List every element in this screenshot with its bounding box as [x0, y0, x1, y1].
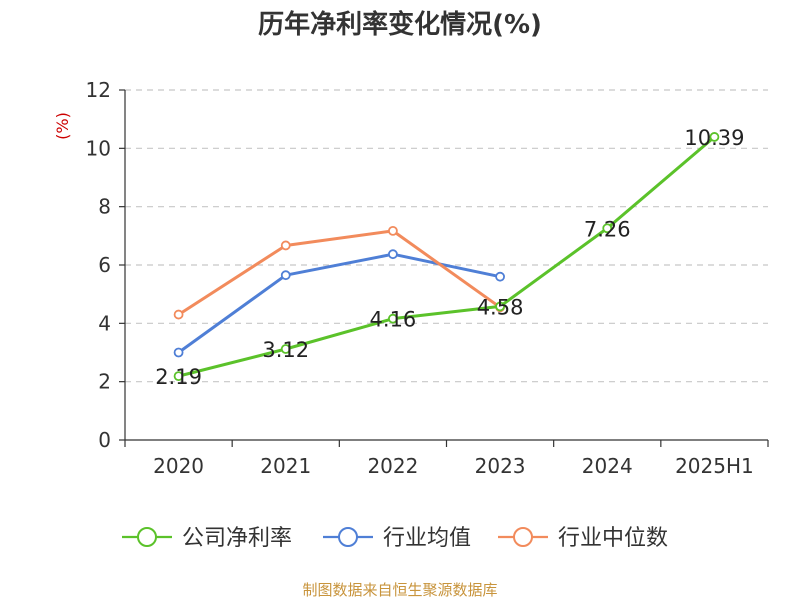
data-point: [495, 301, 505, 312]
data-label: 4.16: [370, 308, 417, 332]
data-point: [388, 249, 398, 260]
y-tick-label: 0: [98, 428, 111, 452]
data-label: 3.12: [262, 338, 309, 362]
series-line: [177, 135, 716, 378]
series-line: [177, 229, 502, 317]
grid: [125, 89, 768, 383]
data-point: [709, 132, 720, 142]
data-label: 4.58: [477, 295, 524, 319]
x-tick-label: 2024: [582, 454, 633, 478]
legend-item[interactable]: 公司净利率: [122, 526, 292, 551]
data-point: [280, 344, 291, 354]
data-point: [280, 240, 291, 251]
legend-label: 公司净利率: [182, 526, 292, 551]
y-tick-label: 2: [98, 370, 111, 394]
data-point: [388, 225, 398, 236]
source-note: 制图数据来自恒生聚源数据库: [302, 581, 497, 599]
legend-item[interactable]: 行业均值: [323, 526, 471, 551]
y-axis-unit-label: (%): [53, 112, 72, 140]
legend-item[interactable]: 行业中位数: [498, 526, 668, 551]
data-label: 2.19: [155, 365, 202, 389]
data-label: 7.26: [584, 217, 631, 241]
x-tick-label: 2021: [260, 454, 311, 478]
data-point: [602, 223, 613, 234]
data-point: [495, 271, 505, 282]
y-tick-label: 6: [98, 253, 111, 277]
data-point: [173, 347, 184, 358]
y-tick-label: 8: [98, 195, 111, 219]
x-tick-label: 2022: [367, 454, 418, 478]
axes: 0 2 4 6 8 10 12 2020 2021 2022 2023 2024 2025H1: [86, 78, 769, 478]
legend-marker-icon: [338, 527, 358, 547]
y-tick-label: 4: [98, 311, 111, 335]
legend-label: 行业均值: [383, 526, 471, 551]
series: [173, 132, 720, 382]
legend: 公司净利率 行业均值 行业中位数: [122, 526, 668, 551]
legend-marker-icon: [137, 527, 157, 547]
data-labels: 2.19 3.12 4.16 4.58 7.26 10.39: [155, 126, 744, 389]
x-tick-label: 2020: [153, 454, 204, 478]
x-tick-label: 2023: [475, 454, 526, 478]
data-point: [173, 371, 184, 382]
y-tick-label: 12: [86, 78, 111, 102]
legend-marker-icon: [513, 527, 533, 547]
x-tick-label: 2025H1: [675, 454, 754, 478]
series-line: [177, 252, 502, 354]
data-point: [280, 270, 291, 281]
data-point: [173, 309, 184, 320]
data-point: [388, 313, 398, 324]
chart-title: 历年净利率变化情况(%): [258, 9, 542, 40]
legend-label: 行业中位数: [558, 526, 668, 551]
y-tick-label: 10: [86, 136, 111, 160]
data-label: 10.39: [684, 126, 744, 150]
